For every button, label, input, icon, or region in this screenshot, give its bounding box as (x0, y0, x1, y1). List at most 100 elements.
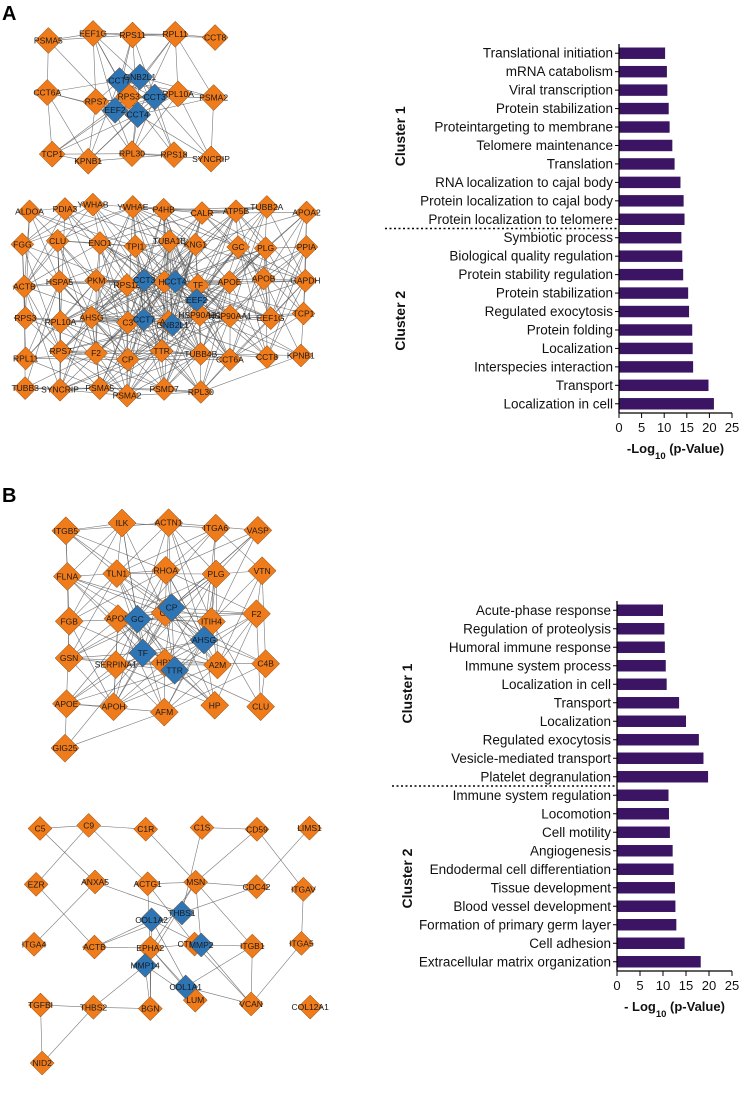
network-edge (69, 570, 166, 622)
svg-text:PSMD7: PSMD7 (149, 384, 179, 394)
network-edge (126, 280, 145, 396)
network-edge (24, 242, 101, 287)
node-rps7: RPS7 (48, 339, 73, 364)
bar-localization (619, 342, 693, 355)
x-tick-label: 15 (680, 420, 694, 435)
bar-translational-initiation (619, 47, 666, 59)
category-label: Protein localization to cajal body (420, 193, 613, 208)
network-edge (265, 248, 268, 357)
node-cp: CP (157, 593, 186, 622)
network-edge (99, 212, 203, 244)
node-plg: PLG (253, 236, 278, 261)
network-edge (200, 355, 301, 393)
node-hspa5: HSPA5 (46, 269, 73, 294)
network-edge (68, 657, 114, 707)
svg-text:APOH: APOH (101, 702, 125, 712)
node-mmp2: MMP2 (188, 932, 214, 958)
node-tubb3: TUBB3 (11, 376, 39, 400)
node-c5: C5 (27, 816, 53, 841)
network-edge (91, 317, 162, 352)
node-tpi1: TPI1 (123, 234, 148, 259)
node-rps11: RPS11 (119, 21, 146, 49)
svg-text:VTN: VTN (254, 566, 271, 576)
category-label: Regulated exocytosis (485, 304, 614, 319)
svg-text:ITGA5: ITGA5 (289, 938, 314, 948)
network-edge (169, 241, 199, 286)
x-tick-label: 0 (613, 978, 620, 993)
node-rpl30: RPL30 (118, 140, 146, 168)
svg-text:ITGA6: ITGA6 (204, 523, 229, 533)
node-thbs2: THBS2 (80, 994, 107, 1020)
network-edge (59, 240, 170, 283)
svg-text:RPL11: RPL11 (163, 29, 189, 39)
svg-text:TTR: TTR (166, 665, 183, 675)
svg-text:CLU: CLU (252, 702, 269, 712)
network-edge (211, 621, 261, 707)
network-edge (135, 246, 173, 325)
category-label: Biological quality regulation (449, 249, 613, 264)
network-edge (144, 244, 196, 281)
network-edge (126, 212, 203, 286)
network-edge (88, 825, 148, 885)
svg-text:NID2: NID2 (32, 1058, 52, 1068)
node-psma5: PSMA5 (34, 27, 63, 54)
network-edge (57, 240, 92, 318)
bar-tissue-development (617, 882, 675, 894)
svg-text:CCT8: CCT8 (256, 352, 278, 362)
bar-transport (619, 379, 709, 392)
svg-text:TUBB4B: TUBB4B (184, 349, 217, 359)
svg-text:MMP2: MMP2 (189, 940, 214, 950)
network-edge (64, 652, 144, 749)
network-edge (64, 621, 70, 749)
network-edge (171, 607, 215, 706)
svg-text:RPS18: RPS18 (114, 280, 141, 290)
network-edge (230, 315, 302, 356)
network-edges (33, 825, 310, 1064)
node-vcan: VCAN (238, 991, 264, 1017)
svg-text:COL1A2: COL1A2 (135, 915, 168, 925)
svg-text:RPL10A: RPL10A (162, 89, 194, 99)
network-edge (99, 280, 145, 389)
svg-text:RPS3: RPS3 (118, 91, 140, 101)
cluster-1-label: Cluster 1 (399, 663, 415, 723)
svg-text:CP: CP (122, 355, 134, 365)
svg-text:GNB2L1: GNB2L1 (156, 320, 189, 330)
bar-symbiotic-process (619, 232, 682, 244)
network-edge (163, 206, 267, 210)
svg-text:FGB: FGB (60, 616, 78, 626)
network-edge (303, 212, 307, 314)
network-edge (195, 881, 253, 947)
network-edge (181, 886, 257, 914)
network-edge (175, 278, 264, 282)
network-edge (65, 530, 166, 571)
network-edge (175, 206, 268, 282)
bar-acute-phase-response (617, 604, 663, 616)
svg-text:C3: C3 (122, 318, 133, 328)
network-edge (64, 208, 97, 281)
svg-text:TUBB3: TUBB3 (11, 383, 39, 393)
node-apoe: APOE (52, 689, 81, 719)
svg-text:ITIH4: ITIH4 (201, 617, 222, 627)
network-edge (92, 33, 116, 111)
svg-text:GNB2L1: GNB2L1 (124, 72, 157, 82)
network-edge (181, 827, 203, 914)
network-edge (175, 247, 266, 282)
network-edge (66, 618, 138, 704)
node-c4b: C4B (251, 649, 280, 679)
svg-text:GSN: GSN (60, 653, 78, 663)
bar-locomotion (617, 808, 669, 820)
category-label: Translation (547, 156, 613, 171)
node-psma2: PSMA2 (199, 84, 228, 111)
network-edge (121, 522, 138, 620)
node-gnb2l1: GNB2L1 (124, 63, 157, 91)
node-atp5b: ATP5B (223, 199, 249, 224)
node-actg1: ACTG1 (133, 871, 162, 897)
svg-text:F2: F2 (251, 609, 261, 619)
node-eef1g: EEF1G (79, 20, 107, 47)
network-edge (52, 114, 138, 155)
svg-text:FLNA: FLNA (56, 571, 78, 581)
network-edge (172, 247, 266, 326)
bar-extracellular-matrix-organization (617, 956, 701, 968)
category-label: Protein folding (527, 322, 613, 337)
